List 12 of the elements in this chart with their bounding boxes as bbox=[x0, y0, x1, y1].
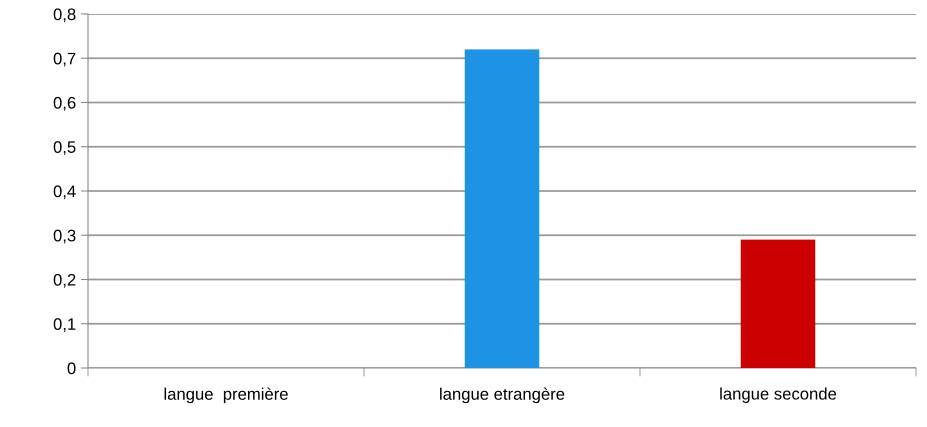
x-tick-label: langue première bbox=[164, 387, 288, 404]
y-tick-label: 0,8 bbox=[54, 8, 76, 22]
x-tick-label: langue etrangère bbox=[440, 387, 564, 404]
y-tick-label: 0,2 bbox=[54, 274, 76, 288]
y-tick-label: 0,6 bbox=[54, 96, 76, 111]
x-tick-label: langue seconde bbox=[720, 387, 836, 403]
y-tick-label: 0,7 bbox=[54, 52, 76, 66]
y-tick-label: 0 bbox=[68, 362, 76, 374]
y-tick-label: 0,4 bbox=[54, 185, 76, 200]
y-tick-label: 0,5 bbox=[54, 141, 76, 155]
y-tick-label: 0,3 bbox=[54, 230, 76, 244]
y-tick-label: 0,1 bbox=[54, 318, 76, 332]
